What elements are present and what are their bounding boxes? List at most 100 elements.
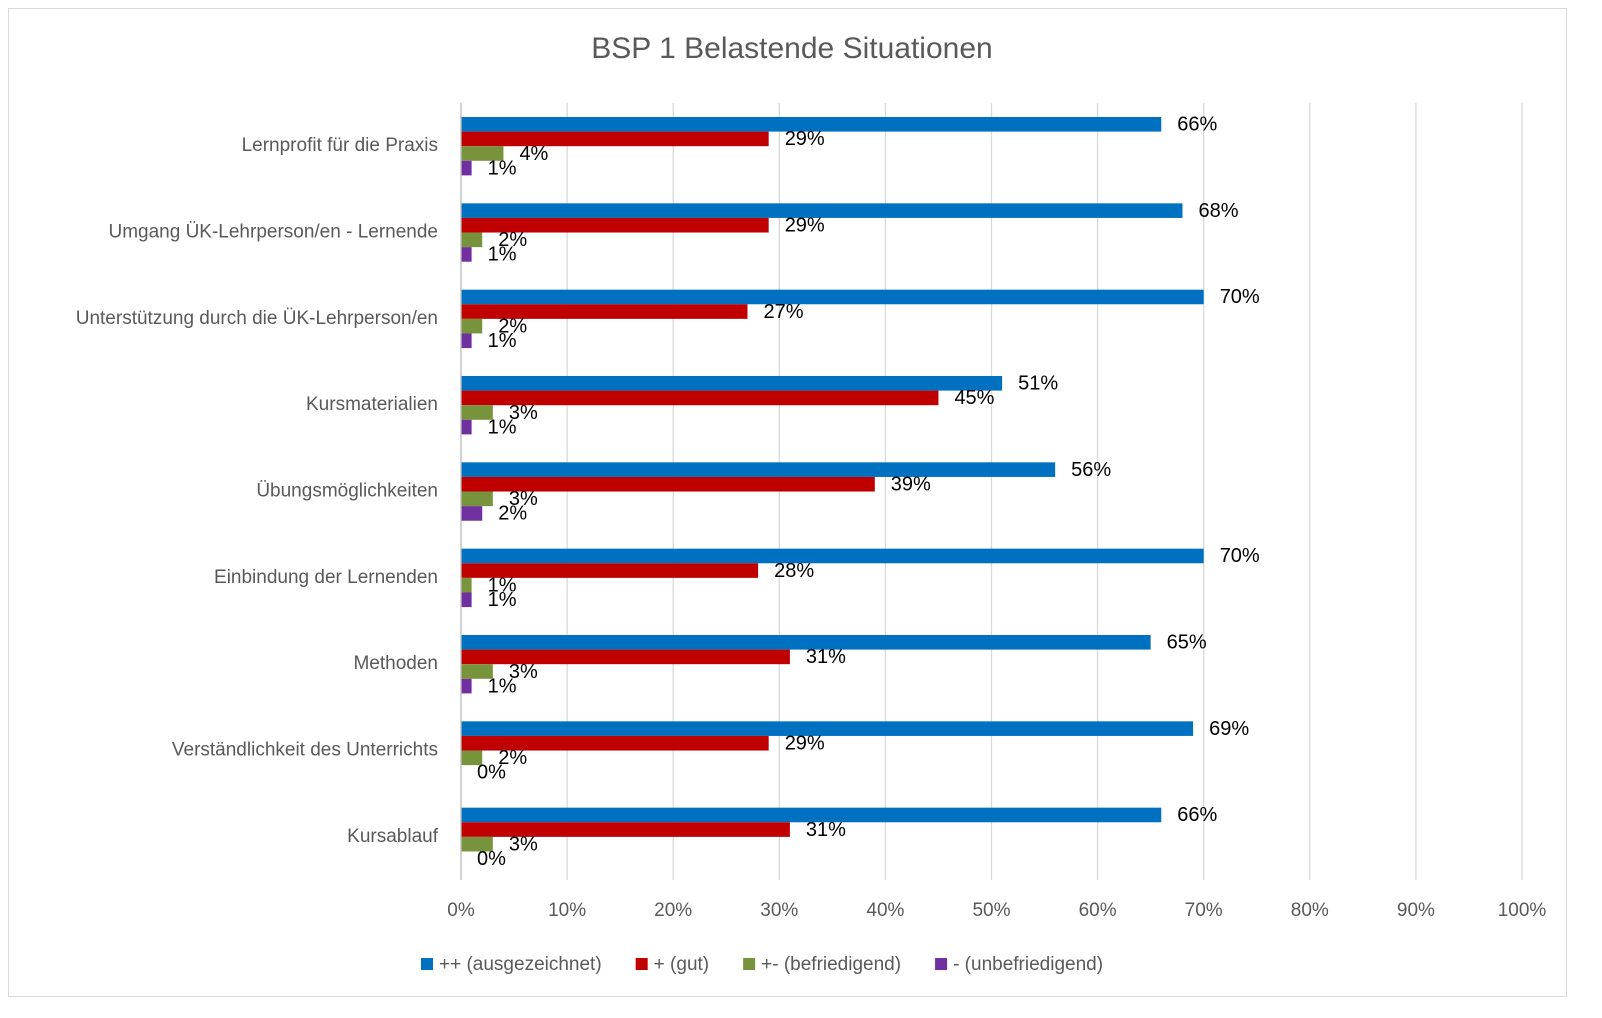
y-tick-label: Methoden <box>353 653 438 674</box>
data-label: 1% <box>488 244 517 266</box>
bar <box>461 318 483 334</box>
bar <box>461 146 504 161</box>
bar <box>461 304 748 319</box>
bar <box>461 548 1204 564</box>
x-tick-label: 50% <box>972 900 1010 921</box>
x-tick-label: 100% <box>1498 900 1547 921</box>
x-tick-label: 0% <box>447 900 475 921</box>
bar <box>461 678 472 694</box>
legend-swatch <box>935 958 948 970</box>
bar <box>461 476 875 492</box>
data-label: 29% <box>785 733 825 755</box>
bar <box>461 390 939 406</box>
bar <box>461 217 769 233</box>
data-label: 70% <box>1220 545 1260 567</box>
bar <box>461 405 493 420</box>
data-label: 1% <box>488 330 517 352</box>
bar <box>461 419 472 435</box>
legend-swatch <box>421 958 433 970</box>
x-tick-label: 80% <box>1291 900 1329 921</box>
chart-title: BSP 1 Belastende Situationen <box>591 32 992 65</box>
x-tick-label: 40% <box>866 900 904 921</box>
data-label: 66% <box>1177 804 1217 826</box>
x-tick-label: 60% <box>1079 900 1117 921</box>
data-label: 2% <box>498 503 527 525</box>
data-label: 3% <box>509 833 538 855</box>
data-label: 51% <box>1018 373 1058 395</box>
data-label: 45% <box>954 387 994 409</box>
data-label: 3% <box>509 488 538 510</box>
data-label: 3% <box>509 661 538 683</box>
bar <box>461 232 483 248</box>
y-tick-label: Übungsmöglichkeiten <box>256 481 438 502</box>
y-tick-label: Kursablauf <box>347 826 439 847</box>
data-label: 69% <box>1209 718 1249 740</box>
y-tick-label: Lernprofit für die Praxis <box>242 135 438 156</box>
bar <box>461 289 1204 305</box>
data-label: 66% <box>1177 114 1217 136</box>
bar <box>461 333 472 349</box>
legend-label: +- (befriedigend) <box>761 954 901 975</box>
chart-border <box>8 8 1567 997</box>
bar <box>461 635 1151 650</box>
bar <box>461 131 769 147</box>
y-tick-label: Einbindung der Lernenden <box>214 567 438 588</box>
bar <box>461 822 790 837</box>
bar <box>461 735 769 751</box>
data-label: 1% <box>488 416 517 438</box>
data-label: 39% <box>891 474 931 496</box>
legend-swatch <box>743 958 756 970</box>
data-label: 1% <box>488 157 517 179</box>
data-label: 4% <box>519 143 548 165</box>
data-label: 1% <box>488 675 517 697</box>
legend-label: ++ (ausgezeichnet) <box>439 954 602 975</box>
data-label: 31% <box>806 819 846 841</box>
data-label: 31% <box>806 646 846 668</box>
bar <box>461 203 1183 218</box>
data-label: 3% <box>509 402 538 424</box>
data-label: 0% <box>477 762 506 784</box>
data-label: 1% <box>488 574 517 596</box>
x-tick-label: 30% <box>760 900 798 921</box>
data-label: 0% <box>477 848 506 870</box>
data-label: 1% <box>488 589 517 611</box>
data-label: 68% <box>1198 200 1238 222</box>
bar <box>461 247 472 262</box>
x-tick-label: 20% <box>654 900 692 921</box>
bar <box>461 117 1162 132</box>
data-label: 65% <box>1167 632 1207 654</box>
bar <box>461 836 493 852</box>
data-label: 29% <box>785 128 825 150</box>
data-label: 70% <box>1220 286 1260 308</box>
data-label: 2% <box>498 229 527 251</box>
bar <box>461 506 483 521</box>
y-tick-label: Kursmaterialien <box>306 394 438 415</box>
bar <box>461 592 472 608</box>
bar <box>461 577 472 593</box>
bar <box>461 664 493 679</box>
bar <box>461 563 759 578</box>
legend-label: - (unbefriedigend) <box>953 954 1103 975</box>
bar <box>461 721 1194 736</box>
y-tick-label: Verständlichkeit des Unterrichts <box>172 740 438 761</box>
bar <box>461 750 483 766</box>
bar <box>461 160 472 176</box>
bar <box>461 649 790 665</box>
bar <box>461 376 1003 391</box>
bar <box>461 491 493 507</box>
y-tick-label: Umgang ÜK-Lehrperson/en - Lernende <box>108 222 438 243</box>
x-tick-label: 90% <box>1397 900 1435 921</box>
data-label: 29% <box>785 215 825 237</box>
data-label: 28% <box>774 560 814 582</box>
data-label: 2% <box>498 315 527 337</box>
bar <box>461 807 1162 823</box>
legend-swatch <box>635 958 648 970</box>
data-label: 27% <box>763 301 803 323</box>
bar <box>461 462 1056 477</box>
y-tick-label: Unterstützung durch die ÜK-Lehrperson/en <box>76 308 438 329</box>
x-tick-label: 10% <box>548 900 586 921</box>
x-tick-label: 70% <box>1185 900 1223 921</box>
data-label: 56% <box>1071 459 1111 481</box>
legend-label: + (gut) <box>654 954 709 975</box>
